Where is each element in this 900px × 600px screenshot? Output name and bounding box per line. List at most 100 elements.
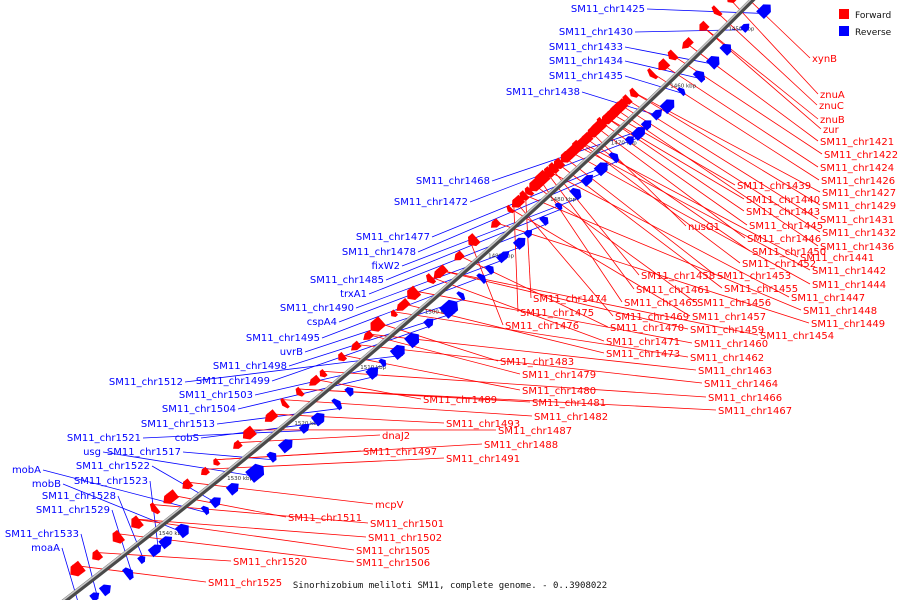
forward-gene-label: SM11_chr1466: [708, 393, 782, 404]
forward-leader-line: [513, 199, 519, 313]
reverse-gene: [640, 120, 652, 131]
forward-leader-line: [408, 289, 693, 344]
forward-leader-line: [131, 518, 367, 538]
reverse-gene: [404, 332, 420, 349]
forward-gene: [629, 87, 640, 98]
reverse-leader-line: [646, 8, 770, 15]
forward-gene: [295, 386, 305, 397]
forward-gene-label: SM11_chr1487: [498, 426, 572, 437]
forward-gene-label: SM11_chr1502: [368, 533, 442, 544]
reverse-gene: [439, 299, 459, 319]
forward-gene-label: dnaJ2: [382, 431, 410, 442]
reverse-gene-label: SM11_chr1523: [74, 476, 148, 487]
forward-gene: [454, 250, 465, 261]
forward-leader-line: [543, 168, 635, 290]
reverse-leader-line: [338, 258, 507, 323]
reverse-gene-label: SM11_chr1533: [5, 529, 79, 540]
reverse-gene-label: SM11_chr1498: [213, 361, 287, 372]
reverse-gene: [310, 412, 325, 427]
forward-leader-line: [338, 354, 521, 391]
forward-gene: [525, 186, 535, 196]
forward-leader-line: [364, 333, 697, 371]
kbp-tick-label: 1480 kbp: [550, 197, 576, 203]
reverse-gene-label: SM11_chr1503: [179, 390, 253, 401]
forward-gene-label: SM11_chr1429: [822, 201, 896, 212]
reverse-gene: [266, 451, 277, 463]
reverse-gene-label: SM11_chr1504: [162, 404, 236, 415]
forward-leader-line: [748, 0, 811, 59]
forward-leader-line: [572, 142, 811, 271]
forward-leader-line: [112, 532, 355, 563]
forward-leader-line: [519, 192, 802, 311]
forward-gene: [587, 125, 600, 138]
reverse-gene-label: SM11_chr1522: [76, 461, 150, 472]
reverse-gene: [554, 202, 563, 211]
forward-gene: [727, 0, 737, 3]
forward-leader-line: [629, 89, 821, 206]
reverse-leader-line: [61, 547, 78, 600]
forward-leader-line: [295, 388, 717, 411]
reverse-gene: [569, 187, 582, 201]
legend-forward-swatch: [839, 9, 849, 19]
forward-gene: [647, 68, 659, 80]
reverse-gene-label: SM11_chr1528: [42, 491, 116, 502]
forward-strand-genes: [70, 0, 737, 577]
reverse-gene-label: SM11_chr1490: [280, 303, 354, 314]
forward-gene: [233, 439, 243, 449]
reverse-gene-label: cobS: [175, 433, 199, 444]
forward-gene-label: SM11_chr1488: [484, 440, 558, 451]
forward-gene-label: SM11_chr1449: [811, 319, 885, 330]
forward-leader-line: [131, 518, 355, 551]
forward-gene: [112, 529, 125, 544]
forward-gene: [309, 374, 322, 386]
reverse-gene: [225, 483, 239, 496]
forward-gene-label: znuC: [819, 101, 844, 112]
forward-gene-label: SM11_chr1463: [698, 366, 772, 377]
reverse-leader-line: [624, 60, 705, 80]
forward-leader-line: [647, 69, 820, 181]
reverse-gene: [719, 43, 732, 56]
reverse-strand-genes: [89, 4, 771, 600]
reverse-gene: [677, 87, 686, 97]
reverse-gene: [147, 544, 162, 558]
forward-leader-line: [213, 450, 362, 461]
forward-gene: [370, 316, 386, 332]
reverse-gene-label: SM11_chr1435: [549, 71, 623, 82]
forward-gene-label: SM11_chr1481: [532, 398, 606, 409]
forward-gene-label: SM11_chr1479: [522, 370, 596, 381]
forward-gene: [363, 330, 374, 340]
reverse-gene: [277, 439, 293, 454]
forward-gene-label: SM11_chr1482: [534, 412, 608, 423]
reverse-leader-line: [624, 75, 686, 95]
forward-leader-line: [603, 115, 745, 212]
forward-gene: [519, 190, 530, 201]
forward-gene: [280, 397, 290, 409]
forward-gene-label: SM11_chr1447: [791, 293, 865, 304]
legend-forward-label: Forward: [855, 11, 891, 21]
forward-leader-line: [658, 61, 819, 168]
forward-gene-label: xynB: [812, 54, 837, 65]
reverse-gene-label: SM11_chr1499: [196, 376, 270, 387]
forward-gene-label: SM11_chr1440: [746, 195, 820, 206]
forward-gene-label: SM11_chr1443: [746, 207, 820, 218]
reverse-gene: [137, 555, 146, 565]
gene-labels: SM11_chr1425 SM11_chr1430 SM11_chr1433 SM11…: [5, 4, 898, 589]
forward-gene-label: SM11_chr1476: [505, 321, 579, 332]
reverse-gene: [175, 523, 189, 539]
reverse-leader-line: [237, 375, 377, 410]
reverse-gene: [496, 251, 510, 264]
forward-gene: [658, 58, 671, 71]
forward-leader-line: [166, 493, 287, 518]
reverse-leader-line: [182, 451, 277, 461]
reverse-gene: [331, 398, 343, 411]
forward-gene: [338, 351, 348, 362]
forward-gene: [264, 409, 279, 422]
reverse-leader-line: [111, 509, 134, 578]
reverse-gene-label: SM11_chr1513: [141, 419, 215, 430]
forward-gene-label: SM11_chr1464: [704, 379, 778, 390]
forward-leader-line: [399, 302, 605, 354]
forward-leader-line: [561, 154, 716, 276]
forward-gene-label: SM11_chr1461: [636, 285, 710, 296]
forward-leader-line: [72, 564, 207, 583]
forward-gene: [201, 466, 210, 476]
